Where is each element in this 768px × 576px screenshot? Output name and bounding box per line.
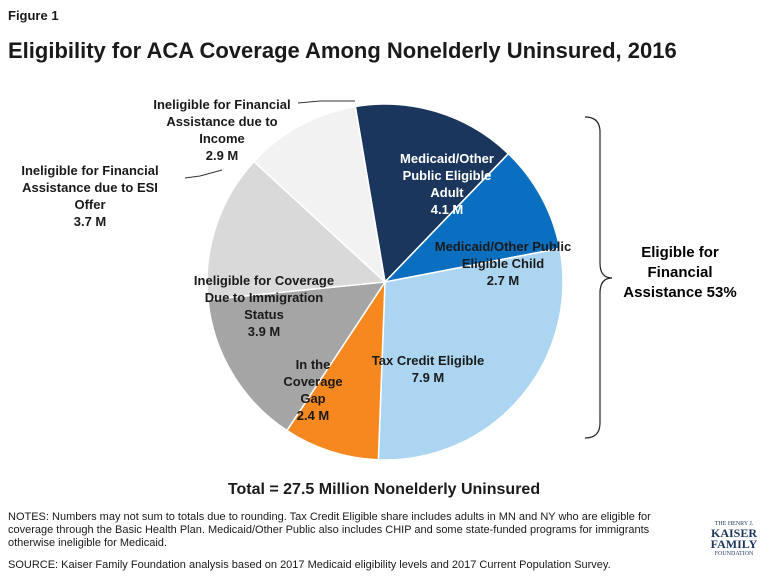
total-label: Total = 27.5 Million Nonelderly Uninsure… [227,481,541,498]
slice-label: Ineligible for Coverage Due to Immigrati… [189,272,339,340]
slice-label: Ineligible for Financial Assistance due … [147,96,297,164]
slice-name: Ineligible for Coverage Due to Immigrati… [193,273,335,322]
pie-slice [252,105,387,285]
pie-slice [207,281,387,432]
slice-label: In the Coverage Gap 2.4 M [273,356,353,424]
slice-name: Medicaid/Other Public Eligible Adult [400,151,494,200]
logo-text: KAISER [710,526,757,540]
logo-text: THE HENRY J. [714,521,754,527]
slice-label: Tax Credit Eligible 7.9 M [363,352,493,386]
slice-name: Medicaid/Other Public Eligible Child [434,239,572,271]
pie-slice [377,247,564,461]
slice-value: 2.4 M [296,408,330,423]
slice-value: 7.9 M [411,370,445,385]
slice-name: In the Coverage Gap [283,357,343,406]
slice-label: Medicaid/Other Public Eligible Adult 4.1 … [390,150,505,218]
bracket [584,116,613,439]
slice-label: Medicaid/Other Public Eligible Child 2.7 … [428,238,578,289]
figure-label: Figure 1 [8,8,59,23]
slice-label: Ineligible for Financial Assistance due … [5,162,175,230]
slice-value: 2.9 M [205,148,239,163]
slice-value: 3.9 M [247,324,281,339]
slice-value: 3.7 M [73,214,107,229]
slice-value: 4.1 M [430,202,464,217]
pie-slice [382,152,561,284]
slice-name: Tax Credit Eligible [371,353,485,368]
leader-line [297,100,355,104]
pie-slice [206,160,387,301]
notes: NOTES: Numbers may not sum to totals due… [8,511,651,549]
pie-slice [285,279,386,461]
slice-value: 2.7 M [486,273,520,288]
leader-line [184,169,223,179]
logo-text: FAMILY [710,537,758,551]
logo-text: FOUNDATION [714,551,754,557]
annotation: Eligible for Financial Assistance 53% [623,244,737,301]
pie-slice [354,103,510,284]
chart-title: Eligibility for ACA Coverage Among Nonel… [8,38,677,63]
slice-name: Ineligible for Financial Assistance due … [21,163,159,212]
logo: THE HENRY J. KAISER FAMILY FOUNDATION [708,520,760,558]
source: SOURCE: Kaiser Family Foundation analysi… [8,559,611,571]
slice-name: Ineligible for Financial Assistance due … [153,97,291,146]
